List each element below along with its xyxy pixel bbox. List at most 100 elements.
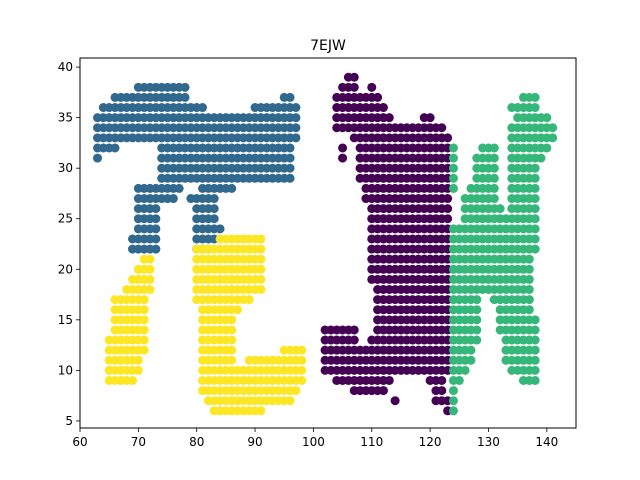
scatter-point xyxy=(233,305,243,315)
scatter-point xyxy=(448,143,458,153)
scatter-point xyxy=(524,295,534,305)
scatter-points xyxy=(93,72,558,416)
scatter-point xyxy=(291,113,301,123)
scatter-point xyxy=(448,163,458,173)
scatter-point xyxy=(530,335,540,345)
x-tick-label: 100 xyxy=(302,435,325,449)
scatter-point xyxy=(373,92,383,102)
scatter-point xyxy=(256,285,266,294)
scatter-point xyxy=(93,153,103,163)
scatter-point xyxy=(524,285,534,294)
y-tick-label: 10 xyxy=(58,363,73,377)
scatter-point xyxy=(489,194,499,204)
scatter-point xyxy=(151,214,161,224)
y-tick-label: 15 xyxy=(58,313,73,327)
scatter-point xyxy=(139,305,149,315)
scatter-point xyxy=(291,123,301,133)
scatter-point xyxy=(530,345,540,355)
scatter-point xyxy=(472,305,482,315)
scatter-point xyxy=(139,315,149,325)
scatter-point xyxy=(285,173,295,183)
scatter-point xyxy=(530,355,540,365)
scatter-point xyxy=(448,386,458,396)
scatter-point xyxy=(472,315,482,325)
scatter-point xyxy=(524,264,534,274)
x-tick-label: 140 xyxy=(535,435,558,449)
scatter-point xyxy=(227,315,237,325)
scatter-point xyxy=(285,396,295,406)
scatter-point xyxy=(139,295,149,305)
scatter-point xyxy=(530,163,540,173)
scatter-point xyxy=(454,375,464,385)
scatter-point xyxy=(145,285,155,294)
scatter-point xyxy=(443,133,453,143)
scatter-point xyxy=(530,224,540,234)
scatter-point xyxy=(443,204,453,214)
scatter-point xyxy=(227,345,237,355)
scatter-point xyxy=(437,386,447,396)
y-tick-label: 30 xyxy=(58,161,73,175)
scatter-point xyxy=(530,183,540,193)
scatter-point xyxy=(338,153,348,163)
chart-title: 7EJW xyxy=(310,38,346,54)
scatter-point xyxy=(297,365,307,375)
scatter-point xyxy=(338,143,348,153)
scatter-point xyxy=(285,92,295,102)
x-tick-label: 90 xyxy=(247,435,262,449)
scatter-point xyxy=(180,92,190,102)
y-tick-label: 35 xyxy=(58,111,73,125)
scatter-point xyxy=(198,103,208,113)
scatter-point xyxy=(139,335,149,345)
scatter-point xyxy=(437,375,447,385)
scatter-point xyxy=(489,183,499,193)
scatter-point xyxy=(489,143,499,153)
scatter-point xyxy=(524,274,534,284)
scatter-point xyxy=(530,315,540,325)
scatter-point xyxy=(384,113,394,123)
y-tick-label: 40 xyxy=(58,60,73,74)
scatter-point xyxy=(460,365,470,375)
scatter-point xyxy=(448,183,458,193)
scatter-point xyxy=(256,244,266,254)
scatter-point xyxy=(472,325,482,335)
scatter-point xyxy=(256,274,266,284)
scatter-point xyxy=(145,264,155,274)
scatter-point xyxy=(285,143,295,153)
y-axis: 5 10 15 20 25 30 35 40 xyxy=(58,60,80,428)
scatter-point xyxy=(227,355,237,365)
scatter-point xyxy=(530,173,540,183)
scatter-point xyxy=(530,103,540,113)
scatter-point xyxy=(349,325,359,335)
scatter-point xyxy=(530,92,540,102)
scatter-point xyxy=(209,214,219,224)
scatter-point xyxy=(466,345,476,355)
scatter-point xyxy=(390,396,400,406)
scatter-point xyxy=(443,194,453,204)
scatter-point xyxy=(256,254,266,264)
scatter-point xyxy=(151,224,161,234)
scatter-point xyxy=(495,204,505,214)
scatter-point xyxy=(349,72,359,82)
scatter-point xyxy=(151,244,161,254)
y-tick-label: 25 xyxy=(58,212,73,226)
scatter-point xyxy=(174,183,184,193)
x-tick-label: 130 xyxy=(477,435,500,449)
scatter-point xyxy=(215,224,225,234)
scatter-point xyxy=(139,345,149,355)
scatter-point xyxy=(466,355,476,365)
scatter-point xyxy=(297,355,307,365)
scatter-point xyxy=(256,234,266,244)
scatter-point xyxy=(378,386,388,396)
scatter-point xyxy=(145,254,155,264)
scatter-point xyxy=(133,355,143,365)
scatter-point xyxy=(139,325,149,335)
scatter-point xyxy=(168,194,178,204)
scatter-point xyxy=(297,375,307,385)
x-tick-label: 60 xyxy=(72,435,87,449)
scatter-point xyxy=(425,113,435,123)
scatter-point xyxy=(530,234,540,244)
scatter-point xyxy=(145,274,155,284)
scatter-point xyxy=(548,133,558,143)
scatter-point xyxy=(285,163,295,173)
scatter-point xyxy=(448,406,458,416)
